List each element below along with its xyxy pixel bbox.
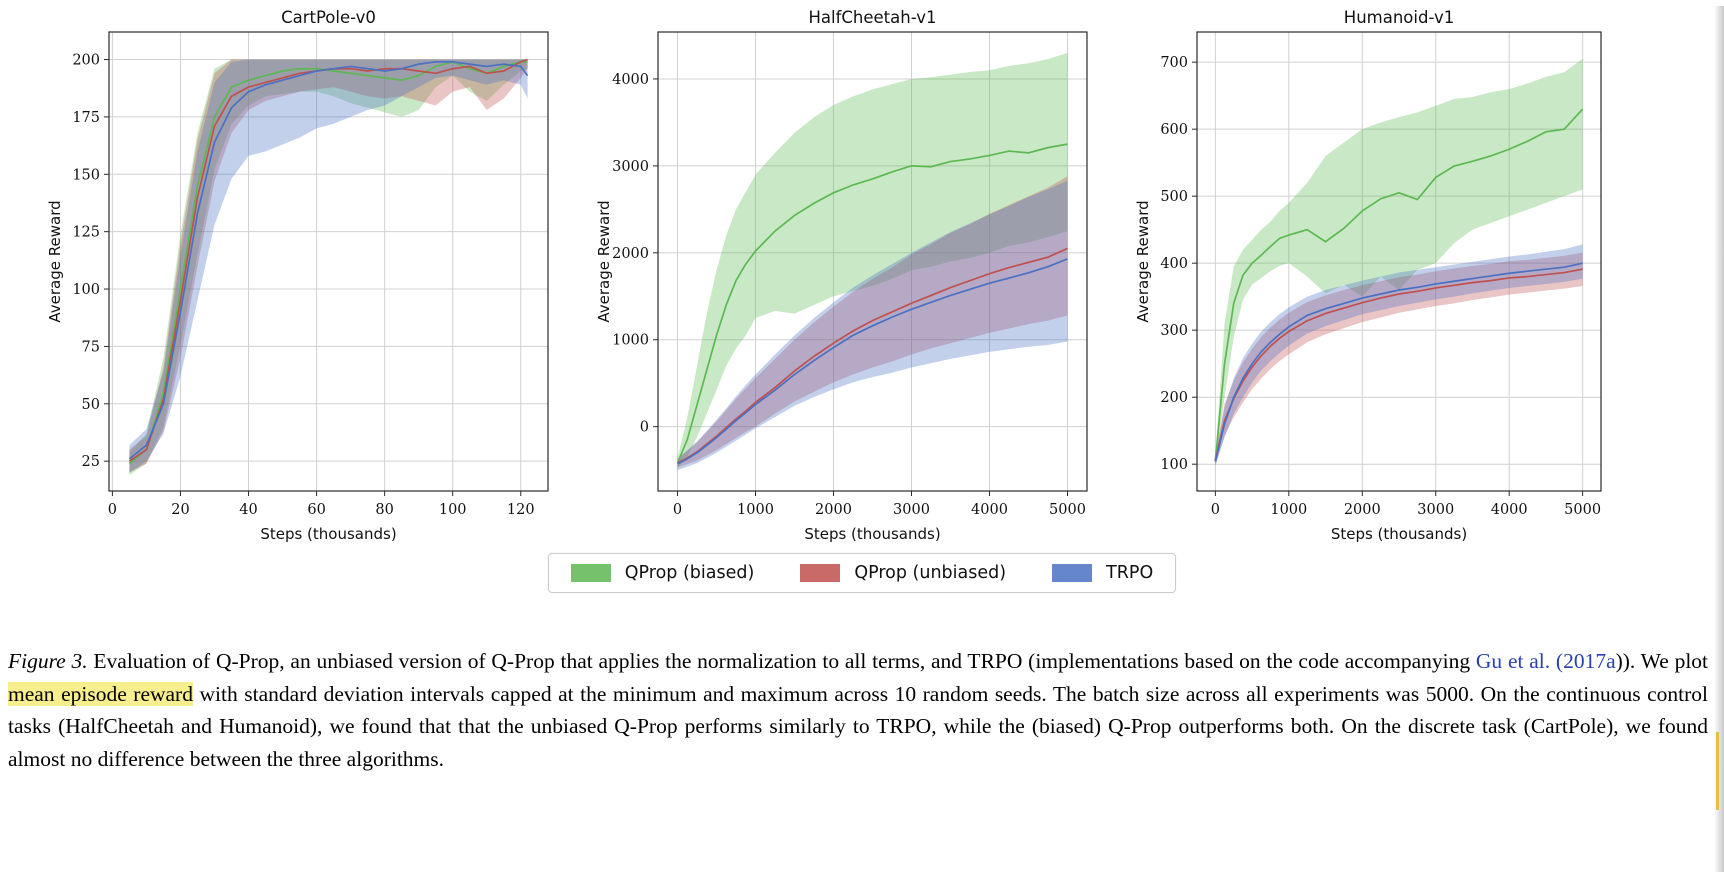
legend-label: QProp (unbiased)	[854, 563, 1007, 583]
legend-item-trpo: TRPO	[1052, 563, 1153, 583]
y-tick-label: 75	[82, 339, 100, 355]
caption-segment: )). We plot	[1615, 649, 1709, 673]
x-tick-label: 100	[439, 502, 467, 518]
x-tick-label: 80	[375, 502, 393, 518]
x-tick-label: 1000	[1270, 502, 1307, 518]
mean-line	[128, 60, 528, 465]
mean-line	[1214, 108, 1584, 461]
x-tick-label: 5000	[1049, 502, 1086, 518]
legend-swatch-qprop-biased	[570, 564, 611, 582]
x-tick-label: 4000	[971, 502, 1008, 518]
legend-swatch-qprop-unbiased	[800, 564, 841, 582]
legend-row: QProp (biased) QProp (unbiased) TRPO	[0, 553, 1724, 593]
std-band	[129, 59, 528, 473]
x-tick-label: 120	[507, 502, 535, 518]
cartpole-chart: 0 20 40 60 80 100 120 25 50 75 100 125 150 175 200 Cart…	[46, 8, 549, 543]
x-axis-label: Steps (thousands)	[260, 525, 396, 543]
caption-segment: Figure 3.	[8, 649, 88, 673]
figure-3-charts: 0 20 40 60 80 100 120 25 50 75 100 125 150 175 200 Cart…	[45, 6, 1724, 551]
x-axis-label: Steps (thousands)	[804, 525, 940, 543]
legend-item-qprop-biased: QProp (biased)	[570, 563, 755, 583]
legend-label: TRPO	[1106, 563, 1154, 583]
y-axis-label: Average Reward	[595, 200, 613, 322]
x-tick-label: 0	[108, 502, 117, 518]
x-tick-label: 40	[239, 502, 257, 518]
y-tick-label: 150	[72, 167, 100, 183]
x-tick-label: 3000	[893, 502, 930, 518]
std-band	[1215, 244, 1583, 467]
citation-link[interactable]: (2017a	[1555, 649, 1616, 673]
y-axis-label: Average Reward	[1134, 200, 1152, 322]
scrollbar-highlight-marker	[1716, 732, 1719, 810]
y-tick-label: 500	[1160, 189, 1188, 205]
chart-title: CartPole-v0	[281, 8, 376, 27]
std-band	[1215, 252, 1583, 465]
y-tick-label: 600	[1160, 122, 1188, 138]
humanoid-chart: 0 1000 2000 3000 4000 5000 100 200 300 400 500 600 7…	[1134, 8, 1602, 543]
x-tick-label: 60	[307, 502, 325, 518]
y-axis-label: Average Reward	[46, 200, 64, 322]
x-tick-label: 4000	[1491, 502, 1528, 518]
chart-legend: QProp (biased) QProp (unbiased) TRPO	[547, 553, 1177, 593]
caption-segment: mean episode reward	[8, 681, 193, 706]
std-band	[1215, 58, 1583, 466]
y-tick-label: 0	[640, 420, 649, 436]
y-tick-label: 200	[1160, 390, 1188, 406]
y-tick-label: 50	[82, 397, 100, 413]
std-band	[677, 176, 1068, 468]
caption-segment: Evaluation of Q-Prop, an unbiased versio…	[87, 649, 1476, 673]
x-tick-label: 20	[171, 502, 189, 518]
y-tick-label: 25	[82, 454, 100, 470]
legend-swatch-trpo	[1052, 564, 1093, 582]
legend-label: QProp (biased)	[624, 563, 755, 583]
y-tick-label: 175	[72, 110, 100, 126]
y-tick-label: 125	[72, 225, 100, 241]
mean-line	[1214, 268, 1583, 461]
mean-line	[128, 60, 529, 460]
x-tick-label: 1000	[737, 502, 774, 518]
mean-line	[677, 247, 1068, 464]
y-tick-label: 100	[72, 282, 100, 298]
mean-line	[1214, 262, 1583, 462]
y-tick-label: 2000	[612, 246, 649, 262]
y-tick-label: 4000	[612, 72, 649, 88]
y-tick-label: 400	[1160, 256, 1188, 272]
caption-segment: with standard deviation intervals capped…	[8, 681, 1708, 771]
x-tick-label: 0	[1211, 502, 1220, 518]
x-axis-label: Steps (thousands)	[1331, 525, 1467, 543]
x-tick-label: 3000	[1417, 502, 1454, 518]
legend-item-qprop-unbiased: QProp (unbiased)	[800, 563, 1006, 583]
y-tick-label: 3000	[612, 159, 649, 175]
y-tick-label: 700	[1160, 55, 1188, 71]
std-band	[677, 52, 1068, 468]
y-tick-label: 300	[1160, 323, 1188, 339]
citation-link[interactable]: Gu et al.	[1475, 649, 1551, 673]
mean-line	[677, 258, 1068, 465]
x-tick-label: 2000	[815, 502, 852, 518]
x-tick-label: 2000	[1344, 502, 1381, 518]
x-tick-label: 5000	[1564, 502, 1601, 518]
std-band	[129, 59, 528, 473]
x-tick-label: 0	[673, 502, 682, 518]
chart-title: HalfCheetah-v1	[808, 8, 936, 27]
figure-caption: Figure 3. Evaluation of Q-Prop, an unbia…	[8, 645, 1708, 775]
halfcheetah-chart: 0 1000 2000 3000 4000 5000 0 1000 2000 3000 4000 Ha…	[595, 8, 1088, 543]
y-tick-label: 100	[1160, 457, 1188, 473]
y-tick-label: 1000	[612, 333, 649, 349]
mean-line	[676, 143, 1068, 464]
y-tick-label: 200	[72, 53, 100, 69]
chart-title: Humanoid-v1	[1344, 8, 1454, 27]
